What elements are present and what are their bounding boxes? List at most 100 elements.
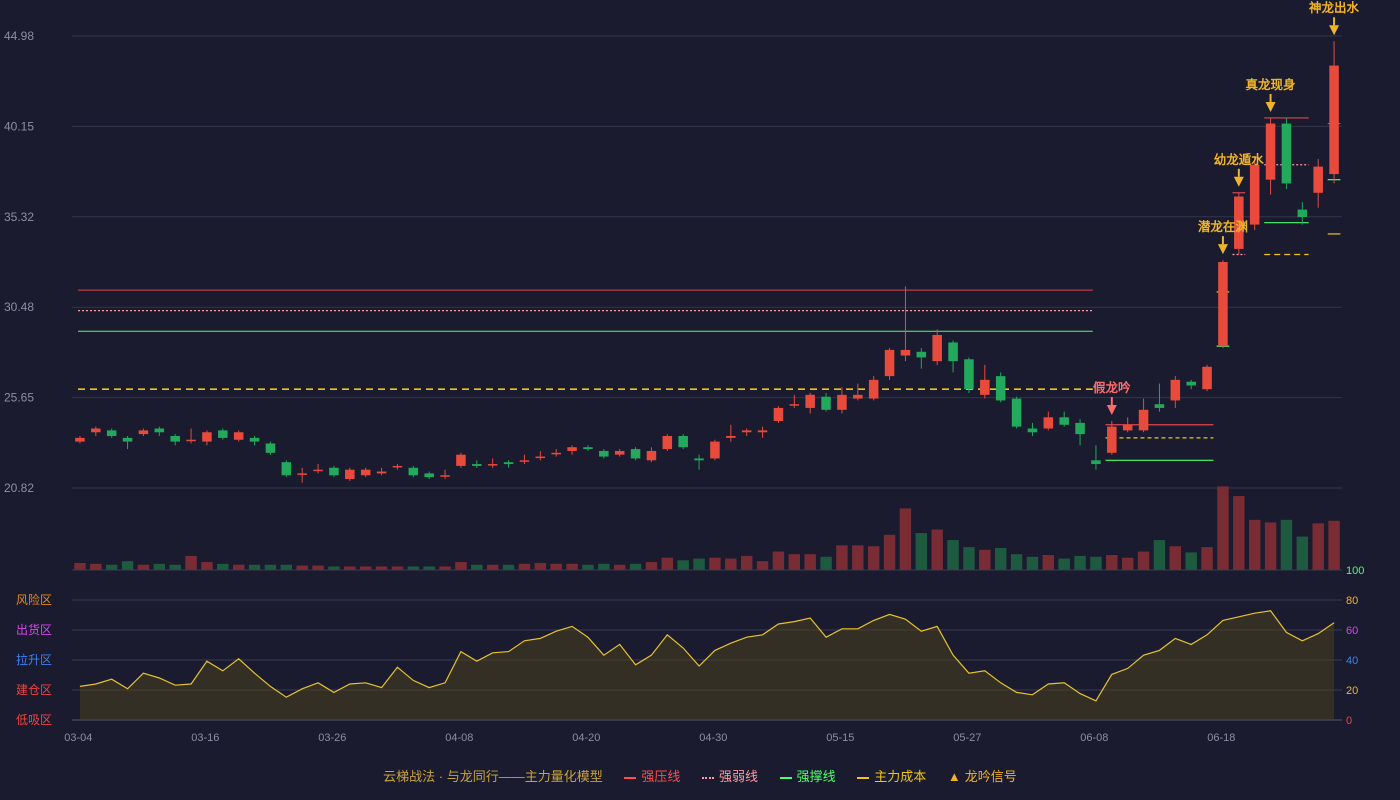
legend-item-strong-resistance[interactable]: 强压线 [624,766,680,785]
candle-body [487,464,498,466]
candle-body [726,435,736,438]
volume-bar [740,555,753,570]
volume-bar [820,556,832,570]
oscillator-tick-label: 80 [1346,595,1358,607]
legend-item-dragon-signal[interactable]: ▲ 龙吟信号 [948,766,1017,785]
volume-bar [1328,520,1340,570]
candle-body [218,430,228,438]
oscillator-zone-label: 建仓区 [16,683,52,697]
price-tick-label: 44.98 [4,29,34,43]
legend-item-strong-support[interactable]: 强撑线 [779,766,836,785]
volume-bar [471,564,483,570]
candle-body [313,469,323,472]
oscillator-zone-label: 拉升区 [16,652,52,667]
oscillator-tick-label: 60 [1346,625,1358,637]
legend-swatch-solid [779,776,792,779]
volume-bar [1280,519,1293,570]
volume-bar [90,563,102,570]
volume-bar [788,554,801,570]
signal-label: 幼龙遁水 [1214,152,1265,167]
candle-body [1075,422,1085,435]
candle-body [138,430,149,435]
candle-body [1329,65,1339,175]
candle-body [360,469,371,476]
volume-bar [645,562,658,570]
oscillator-line [79,610,1335,702]
volume-bar [486,564,499,570]
signal-arrow-icon [1329,25,1340,36]
candle-body [440,475,450,477]
volume-bar [756,561,769,570]
volume-bar [185,555,197,570]
volume-bar [121,561,134,570]
candle-body [583,447,593,450]
volume-bar [883,534,896,570]
volume-bar [1153,540,1166,570]
candle-body [614,450,625,455]
candle-body [186,439,196,442]
volume-bar [328,566,340,570]
volume-bar [1217,486,1229,570]
candle-body [995,376,1006,401]
legend-title: 云梯战法 · 与龙同行——主力量化模型 [383,769,603,784]
volume-bar [772,551,785,570]
volume-bar [852,545,864,570]
volume-bar [566,563,578,570]
candle-body [249,437,260,442]
volume-bar [1233,496,1245,570]
candle-body [1265,123,1276,180]
price-tick-label: 20.82 [4,481,34,495]
volume-bar [407,566,420,570]
price-tick-label: 25.65 [4,391,34,405]
volume-bar [963,547,975,570]
volume-bar [994,548,1007,570]
volume-bar [709,557,721,570]
volume-bar [1058,558,1070,570]
candle-body [1281,123,1292,184]
legend-label: 强压线 [641,769,681,784]
volume-bar [1185,552,1197,570]
legend-swatch-solid [624,776,637,779]
candle-body [265,443,276,453]
candle-body [694,458,704,461]
volume-bar [375,566,388,570]
volume-bar [1137,551,1150,570]
oscillator-area [79,610,1335,720]
volume-bar [1121,557,1134,570]
candle-body [1202,366,1212,390]
candle-body [741,430,752,433]
candle-body [1011,398,1022,427]
legend-item-weak-resistance[interactable]: 强弱线 [702,766,758,785]
volume-bar [677,560,689,570]
oscillator-zone-label: 低吸区 [16,713,52,727]
candle-body [281,462,292,476]
volume-bar [74,562,86,570]
volume-bar [359,566,372,570]
volume-bar [423,566,435,570]
volume-bar [1248,519,1261,570]
candle-body [1186,381,1196,386]
date-tick-label: 04-20 [572,732,600,744]
candle-body [757,430,768,433]
volume-bar [455,562,467,570]
candle-body [1091,460,1101,465]
candle-body [1138,409,1149,431]
oscillator-tick-label: 0 [1346,715,1352,727]
candle-body [948,342,958,362]
signal-label: 真龙现身 [1246,77,1297,92]
oscillator-tick-label: 100 [1346,565,1364,577]
candle-body [1218,262,1228,347]
oscillator-zone-label: 出货区 [16,622,52,637]
candle-body [170,435,180,442]
volume-bar [502,564,515,570]
volume-bar [613,564,626,570]
legend-item-main-cost[interactable]: 主力成本 [857,766,926,785]
volume-bar [1010,554,1023,570]
date-tick-label: 05-15 [826,732,854,744]
candle-body [1154,404,1165,408]
candle-body [1122,424,1133,431]
signal-label: 假龙吟 [1093,380,1131,395]
volume-bar [518,563,531,570]
signal-arrow-icon [1106,405,1117,416]
date-tick-label: 04-08 [445,732,473,744]
